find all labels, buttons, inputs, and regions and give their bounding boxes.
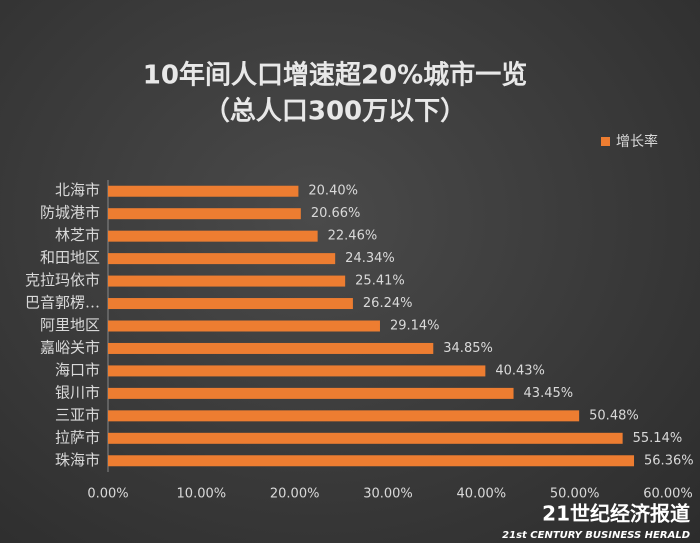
y-tick-label: 和田地区 — [40, 249, 100, 267]
watermark-title: 21世纪经济报道 — [542, 502, 690, 526]
bar — [108, 342, 434, 354]
bar — [108, 185, 299, 197]
value-label: 22.46% — [328, 229, 378, 244]
y-tick-label: 防城港市 — [40, 204, 100, 222]
legend-swatch — [601, 137, 610, 146]
legend-label: 增长率 — [616, 133, 658, 150]
bar — [108, 365, 486, 377]
watermark-subtitle: 21st CENTURY BUSINESS HERALD — [502, 530, 690, 541]
x-tick-label: 40.00% — [457, 487, 507, 502]
chart-title: 10年间人口增速超20%城市一览 — [143, 60, 527, 91]
x-tick-label: 10.00% — [177, 487, 227, 502]
chart-subtitle: （总人口300万以下） — [204, 97, 466, 127]
y-tick-label: 巴音郭楞… — [25, 294, 100, 312]
value-label: 34.85% — [443, 341, 493, 356]
y-tick-label: 三亚市 — [55, 406, 100, 424]
value-label: 20.66% — [311, 206, 361, 221]
bar — [108, 298, 353, 310]
y-tick-label: 林芝市 — [55, 226, 100, 244]
y-tick-label: 北海市 — [55, 181, 100, 199]
bar — [108, 230, 318, 242]
x-tick-label: 30.00% — [363, 487, 413, 502]
value-label: 20.40% — [308, 184, 358, 199]
value-label: 40.43% — [495, 363, 545, 378]
value-label: 26.24% — [363, 296, 413, 311]
x-tick-label: 0.00% — [87, 487, 128, 502]
value-label: 50.48% — [589, 408, 639, 423]
value-label: 25.41% — [355, 274, 405, 289]
bar — [108, 387, 514, 399]
value-label: 55.14% — [633, 431, 683, 446]
x-tick-label: 50.00% — [550, 487, 600, 502]
y-tick-label: 克拉玛依市 — [25, 271, 100, 289]
value-label: 56.36% — [644, 453, 694, 468]
bar — [108, 320, 380, 332]
value-label: 24.34% — [345, 251, 395, 266]
y-tick-label: 海口市 — [55, 361, 100, 379]
value-label: 43.45% — [524, 386, 574, 401]
x-tick-label: 20.00% — [270, 487, 320, 502]
bar — [108, 253, 336, 265]
bar — [108, 432, 623, 444]
bar — [108, 455, 635, 467]
bar — [108, 410, 580, 422]
y-tick-label: 珠海市 — [55, 451, 100, 469]
value-label: 29.14% — [390, 319, 440, 334]
x-tick-label: 60.00% — [643, 487, 693, 502]
bar — [108, 208, 301, 220]
bar — [108, 275, 346, 287]
y-tick-label: 阿里地区 — [40, 316, 100, 334]
y-tick-label: 嘉峪关市 — [40, 338, 100, 356]
y-tick-label: 拉萨市 — [55, 428, 100, 446]
y-tick-label: 银川市 — [55, 383, 100, 401]
